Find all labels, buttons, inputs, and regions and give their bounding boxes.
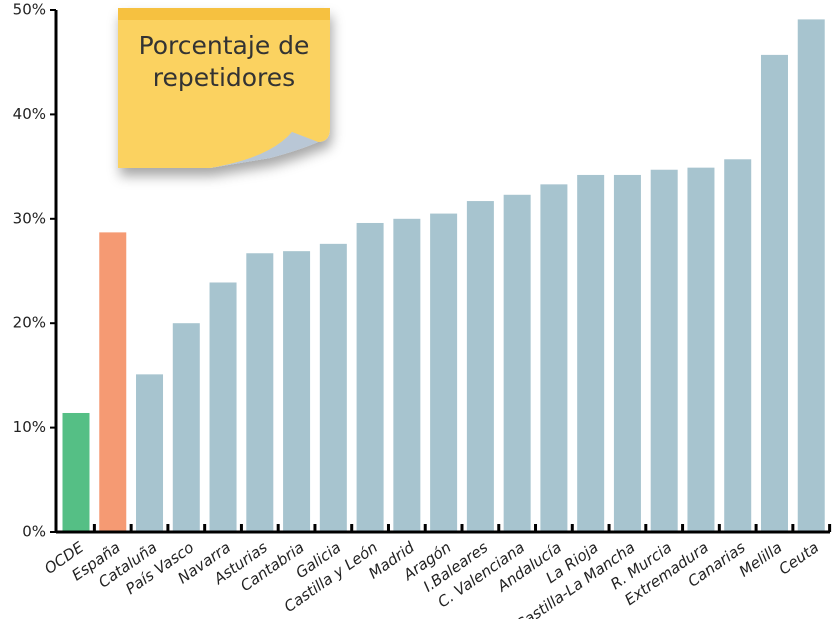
bar <box>687 167 715 533</box>
y-tick-label: 0% <box>22 523 46 541</box>
y-tick-label: 20% <box>13 314 46 332</box>
bar <box>577 174 605 532</box>
bar <box>319 243 347 532</box>
bar <box>503 194 531 532</box>
note-frame: Porcentaje de repetidores <box>138 31 310 92</box>
bar <box>466 201 494 532</box>
bar <box>209 282 237 532</box>
bar <box>172 323 200 532</box>
y-tick-label: 40% <box>13 105 46 123</box>
bar <box>760 54 788 532</box>
y-tick-label: 10% <box>13 418 46 436</box>
bar <box>62 412 90 532</box>
bar <box>797 19 825 533</box>
x-tick-label: Melilla <box>736 538 786 580</box>
bar <box>613 174 641 532</box>
x-tick-label: Ceuta <box>776 538 823 578</box>
bar <box>99 232 127 532</box>
sticky-note <box>118 8 330 168</box>
bar <box>393 218 421 533</box>
chart-title: Porcentaje de repetidores <box>138 31 310 92</box>
bar <box>650 169 678 532</box>
bar <box>540 184 568 532</box>
bar <box>724 159 752 533</box>
y-tick-label: 30% <box>13 209 46 227</box>
bar <box>283 251 311 532</box>
bar <box>356 222 384 532</box>
bar <box>430 213 458 532</box>
bar <box>246 253 274 532</box>
bar <box>136 374 164 532</box>
y-tick-label: 50% <box>13 1 46 19</box>
